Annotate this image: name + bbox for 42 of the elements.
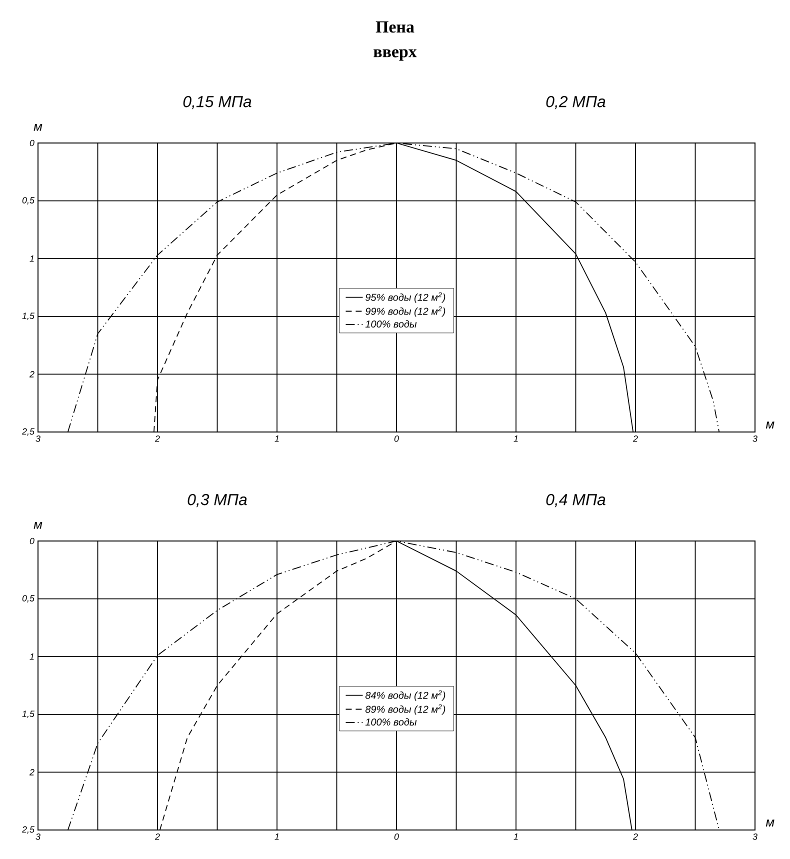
y-axis-title: м [34,124,42,131]
x-tick-label: 3 [752,834,758,840]
y-tick-label: 0,5 [22,595,35,602]
x-tick-label: 1 [514,436,518,442]
x-tick-label: 2 [632,436,638,442]
y-tick-label: 1,5 [22,710,35,718]
text: 0,4 МПа [546,494,606,508]
y-tick-label: 0 [30,538,34,544]
x-tick-label: 0 [394,436,399,442]
x-tick-label: 2 [154,436,160,442]
x-tick-label: 1 [514,834,518,840]
y-tick-label: 0,5 [22,197,35,204]
text: 0,2 МПа [546,96,606,110]
legend-label: 99% воды (12 м$^{2}$) [366,306,446,317]
text: 0,15 МПа [183,96,252,110]
x-tick-label: 3 [36,834,40,840]
x-tick-label: 3 [36,436,40,442]
y-tick-label: 2,5 [22,826,35,834]
y-tick-label: 1 [30,256,34,262]
x-tick-label: 2 [632,834,638,840]
legend-label: 100% воды [365,320,417,328]
y-tick-label: 1 [30,654,34,660]
y-tick-label: 1,5 [22,312,35,320]
legend-label: 89% воды (12 м$^{2}$) [365,704,446,715]
chart-subtitle: вверх [374,49,417,61]
x-tick-label: 2 [154,834,160,840]
text: 0,3 МПа [188,494,247,508]
x-axis-title: м [766,422,774,428]
x-axis-title: м [766,820,774,826]
chart-title: Пена [376,21,414,33]
legend-label: 84% воды (12 м$^{2}$) [365,690,446,701]
x-tick-label: 0 [394,834,399,840]
legend-label: 95% воды (12 м$^{2}$) [366,292,446,303]
x-tick-label: 3 [752,436,758,442]
legend-label: 100% воды [365,718,417,726]
y-axis-title: м [34,522,42,529]
y-tick-label: 0 [30,140,34,146]
y-tick-label: 2,5 [22,428,35,436]
y-tick-label: 2 [29,371,34,378]
x-tick-label: 1 [274,834,279,840]
y-tick-label: 2 [29,769,34,776]
x-tick-label: 1 [274,436,279,442]
